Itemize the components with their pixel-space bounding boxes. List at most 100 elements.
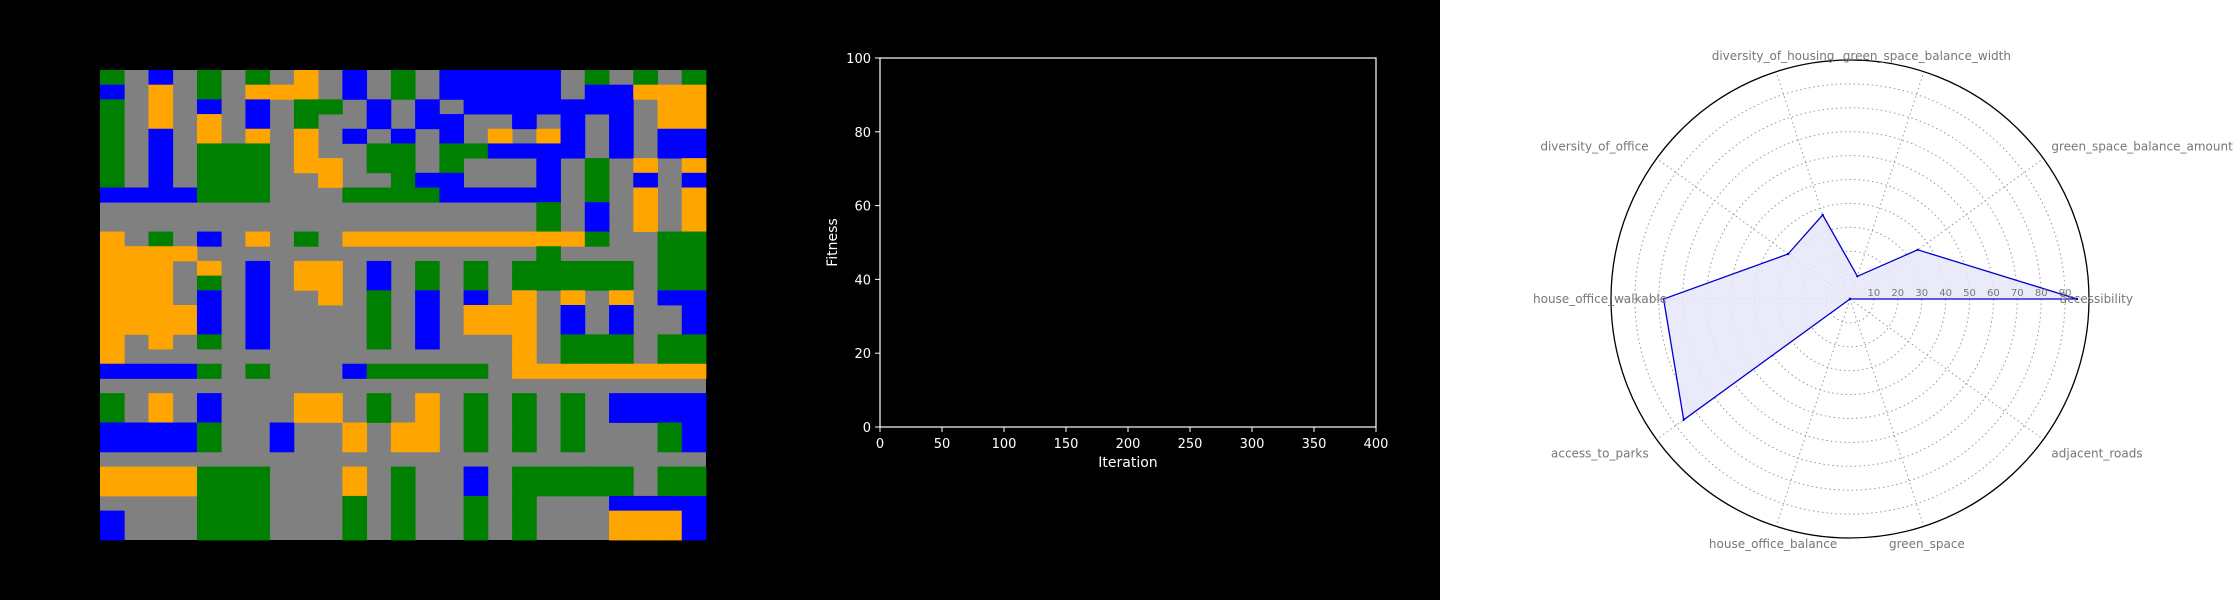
grid-cell-office — [148, 70, 174, 86]
grid-cell-house — [148, 466, 174, 482]
grid-cell-green — [657, 260, 683, 277]
radar-spoke — [1849, 298, 1925, 527]
grid-cell-green — [366, 363, 392, 379]
grid-cell-green — [463, 393, 489, 409]
radar-spoke — [1849, 158, 2044, 300]
grid-cell-office — [681, 422, 707, 438]
grid-cell-office — [415, 172, 440, 188]
grid-cell-house — [390, 437, 416, 453]
grid-cell-house — [342, 481, 368, 497]
grid-cell-office — [342, 70, 368, 86]
grid-cell-office — [681, 525, 707, 541]
grid-cell-house — [148, 114, 174, 130]
grid-cell-green — [609, 466, 634, 482]
grid-cell-green — [609, 275, 634, 291]
grid-cell-green — [584, 172, 610, 188]
radar-data-point — [1848, 297, 1852, 301]
grid-cell-green — [657, 466, 683, 482]
grid-cell-house — [681, 216, 707, 232]
grid-cell-house — [657, 510, 683, 526]
grid-cell-office — [657, 495, 683, 512]
grid-cell-house — [657, 114, 683, 130]
grid-cell-green — [584, 481, 610, 497]
grid-cell-house — [415, 422, 440, 438]
grid-cell-green — [681, 246, 707, 262]
grid-cell-house — [512, 363, 537, 379]
grid-cell-house — [148, 481, 174, 497]
grid-cell-office — [269, 422, 295, 438]
grid-cell-green — [100, 70, 125, 86]
grid-cell-green — [196, 84, 222, 100]
grid-cell-house — [293, 275, 319, 291]
radar-category-label: diversity_of_housing — [1712, 49, 1835, 63]
radar-category-label: green_space_balance_width — [1843, 49, 2011, 63]
grid-cell-house — [536, 363, 561, 379]
grid-cell-house — [487, 305, 513, 321]
grid-cell-house — [512, 319, 537, 335]
grid-cell-office — [245, 260, 271, 277]
grid-cell-green — [415, 275, 440, 291]
radar-radial-tick-label: 70 — [2011, 288, 2024, 299]
grid-cell-green — [657, 349, 683, 365]
grid-cell-office — [245, 275, 271, 291]
grid-cell-house — [633, 363, 658, 379]
grid-cell-office — [172, 437, 198, 453]
grid-cell-office — [245, 305, 271, 321]
grid-cell-house — [124, 290, 149, 306]
radar-category-label: diversity_of_office — [1540, 140, 1648, 154]
grid-cell-green — [439, 363, 464, 379]
radar-spoke — [1775, 298, 1851, 527]
grid-cell-green — [463, 495, 489, 512]
grid-cell-house — [633, 187, 658, 203]
grid-cell-office — [415, 319, 440, 335]
grid-cell-house — [293, 70, 319, 86]
grid-cell-green — [366, 158, 392, 174]
grid-cell-office — [536, 158, 561, 174]
grid-cell-house — [100, 246, 125, 262]
grid-cell-office — [584, 99, 610, 115]
grid-cell-house — [584, 363, 610, 379]
grid-cell-office — [100, 363, 125, 379]
radar-category-label: access_to_parks — [1551, 446, 1649, 460]
grid-cell-house — [100, 466, 125, 482]
grid-cell-green — [512, 525, 537, 541]
grid-cell-house — [196, 260, 222, 277]
grid-cell-green — [512, 260, 537, 277]
grid-cell-office — [269, 437, 295, 453]
grid-cell-house — [124, 319, 149, 335]
grid-cell-office — [148, 158, 174, 174]
grid-cell-green — [342, 187, 368, 203]
grid-cell-office — [196, 393, 222, 409]
grid-cell-green — [100, 393, 125, 409]
grid-cell-green — [657, 231, 683, 247]
grid-cell-green — [245, 172, 271, 188]
grid-cell-green — [657, 437, 683, 453]
grid-cell-house — [536, 231, 561, 247]
grid-cell-green — [245, 70, 271, 86]
grid-cell-house — [245, 84, 271, 100]
grid-cell-house — [487, 231, 513, 247]
grid-cell-office — [415, 305, 440, 321]
grid-cell-office — [463, 70, 489, 86]
y-tick-label: 100 — [846, 52, 871, 67]
grid-cell-green — [293, 231, 319, 247]
radar-chart-panel: 10 20 30 40 50 60 70 80 90 accessibility green_spa… — [1440, 0, 2240, 600]
grid-cell-house — [245, 128, 271, 144]
grid-cell-green — [390, 466, 416, 482]
grid-cell-office — [657, 128, 683, 144]
grid-cell-office — [536, 99, 561, 115]
grid-cell-green — [609, 481, 634, 497]
grid-cell-office — [148, 143, 174, 159]
grid-cell-house — [148, 407, 174, 423]
grid-cell-office — [196, 319, 222, 335]
grid-cell-green — [196, 422, 222, 438]
grid-cell-green — [584, 260, 610, 277]
grid-cell-green — [512, 407, 537, 423]
grid-cell-office — [681, 437, 707, 453]
x-tick-label: 150 — [1054, 437, 1079, 452]
grid-cell-green — [245, 158, 271, 174]
grid-cell-house — [148, 319, 174, 335]
grid-cell-green — [512, 422, 537, 438]
grid-cell-house — [657, 525, 683, 541]
grid-cell-house — [633, 84, 658, 100]
